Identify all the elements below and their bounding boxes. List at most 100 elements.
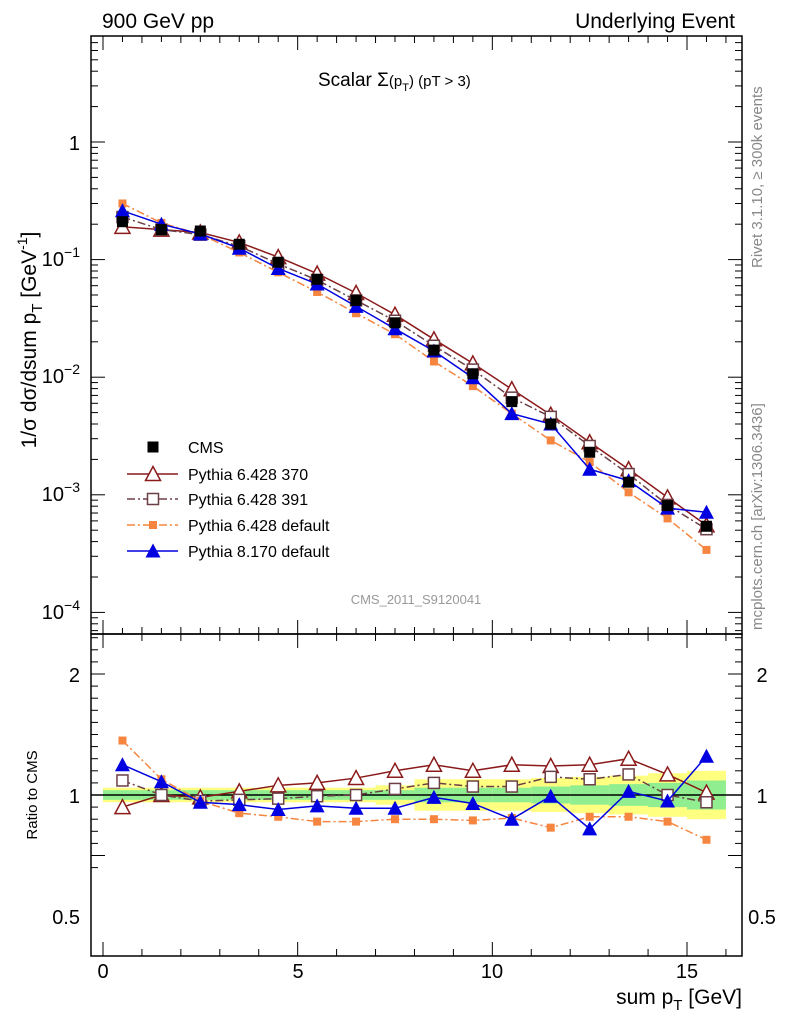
- ratio-point: [347, 768, 365, 786]
- ratio-point: [388, 782, 402, 796]
- ratio-point: [580, 755, 599, 772]
- legend-label: Pythia 8.170 default: [188, 544, 330, 561]
- ratio-point: [192, 794, 208, 809]
- xlabel: sum pT [GeV]: [616, 986, 742, 1014]
- ratio-point: [274, 812, 283, 821]
- ratio-point: [116, 774, 129, 787]
- ratio-point: [658, 765, 677, 782]
- data-point: [582, 461, 598, 476]
- ratio-point: [583, 773, 596, 786]
- legend-label: CMS: [188, 440, 224, 457]
- data-point: [348, 298, 364, 313]
- legend-marker: [145, 543, 161, 558]
- ratio-point: [425, 755, 443, 772]
- rivet-version-label: Rivet 3.1.10, ≥ 300k events: [749, 86, 766, 268]
- main-panel: Scalar Σ(pT) (pT > 3) CMS_2011_S9120041 …: [14, 35, 743, 635]
- legend-marker: [144, 464, 162, 482]
- main-axis-ticks: [91, 36, 742, 634]
- ytick-label-1e-3: 10−3: [42, 479, 80, 506]
- ratio-point: [544, 770, 557, 784]
- ratio-point: [624, 812, 633, 821]
- ratio-line: [122, 773, 707, 803]
- legend-marker: [146, 492, 160, 506]
- ratio-point: [466, 780, 480, 793]
- ratio-line: [121, 740, 707, 841]
- data-point: [233, 238, 245, 250]
- xtick-label-10: 10: [481, 961, 503, 983]
- ytick-label-1e-4: 10−4: [42, 597, 80, 624]
- data-point: [698, 504, 714, 519]
- legend-item: CMS: [147, 440, 224, 457]
- main-ylabel: 1/σ dσ/dsum pT [GeV-1]: [14, 232, 46, 449]
- data-point: [428, 344, 440, 356]
- xtick-label-0: 0: [97, 961, 108, 983]
- data-point: [584, 446, 596, 458]
- ratio-point: [308, 773, 326, 791]
- data-point: [389, 317, 401, 329]
- data-point: [350, 294, 362, 306]
- main-series-group: [113, 199, 716, 554]
- ratio-point: [309, 798, 325, 813]
- xtick-labels: 0 5 10 15: [97, 961, 698, 983]
- ytick-label-1e-1: 10−1: [42, 244, 80, 271]
- ratio-point: [505, 780, 519, 793]
- legend-item: Pythia 8.170 default: [127, 543, 330, 561]
- ratio-plot-frame: [90, 633, 743, 957]
- ratio-ytick-right-1: 1: [756, 786, 767, 808]
- ratio-point: [660, 793, 676, 808]
- ratio-line: [122, 757, 707, 808]
- data-point: [624, 488, 633, 497]
- ratio-point: [465, 795, 481, 810]
- ratio-point: [663, 817, 672, 826]
- data-point: [700, 520, 712, 532]
- main-ytick-labels: 1 10−1 10−2 10−3 10−4: [42, 133, 80, 624]
- ratio-point: [427, 776, 441, 790]
- data-point: [702, 545, 711, 554]
- ratio-point: [622, 768, 635, 781]
- legend-label: Pythia 6.428 391: [188, 492, 308, 509]
- ratio-ytick-labels: 2 1 0.5 2 1 0.5: [52, 665, 776, 929]
- data-point: [272, 256, 284, 268]
- series-cms: [116, 216, 712, 532]
- ratio-ytick-left-2: 2: [69, 665, 80, 687]
- ratio-point: [270, 802, 286, 817]
- ratio-point: [543, 788, 559, 803]
- ratio-point: [702, 835, 711, 844]
- ratio-point: [231, 797, 247, 812]
- xtick-label-15: 15: [676, 961, 698, 983]
- series-line: [122, 226, 707, 526]
- ratio-point: [700, 796, 713, 809]
- ytick-label-1e-2: 10−2: [42, 361, 80, 388]
- legend-marker: [149, 521, 157, 529]
- data-point: [155, 224, 167, 236]
- series-line: [122, 210, 707, 514]
- ratio-ytick-right-2: 2: [756, 665, 767, 687]
- ratio-point: [546, 823, 555, 832]
- data-point: [467, 368, 479, 380]
- ratio-ylabel: Ratio to CMS: [24, 750, 41, 839]
- data-point: [114, 203, 130, 218]
- ratio-point: [153, 774, 169, 789]
- main-title: Scalar Σ(pT) (pT > 3): [318, 70, 471, 94]
- data-point: [116, 216, 128, 228]
- data-point: [546, 436, 555, 445]
- ratio-ytick-left-0.5: 0.5: [52, 907, 80, 929]
- legend-label: Pythia 6.428 370: [188, 467, 308, 484]
- ratio-point: [582, 821, 598, 836]
- data-point: [663, 514, 672, 523]
- ratio-ytick-right-0.5: 0.5: [748, 907, 776, 929]
- ratio-point: [114, 757, 130, 772]
- ratio-panel: 2 1 0.5 2 1 0.5 Ratio to CMS 0 5 10 15 s…: [24, 633, 776, 1014]
- data-point: [506, 396, 518, 408]
- ratio-series-group: [113, 736, 716, 844]
- data-point: [623, 476, 635, 488]
- ratio-point: [349, 788, 363, 802]
- ratio-point: [387, 800, 403, 815]
- header-left: 900 GeV pp: [102, 10, 214, 33]
- data-point: [468, 382, 477, 391]
- legend-item: Pythia 6.428 370: [127, 464, 308, 484]
- ratio-point: [426, 789, 442, 804]
- ratio-point: [619, 749, 638, 766]
- data-point: [270, 261, 286, 276]
- data-point: [429, 357, 438, 366]
